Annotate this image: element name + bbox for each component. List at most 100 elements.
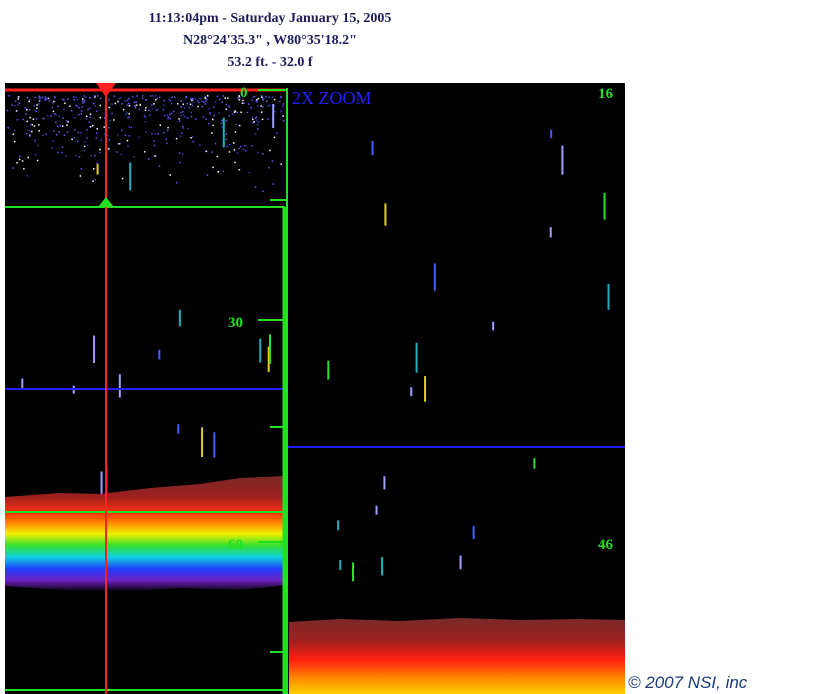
noise-dot: [138, 136, 140, 139]
noise-dot: [51, 147, 53, 149]
noise-dot: [64, 102, 66, 104]
noise-dot: [75, 104, 77, 107]
noise-dot: [57, 105, 59, 108]
noise-dot: [48, 99, 51, 102]
noise-dot: [228, 106, 231, 108]
noise-dot: [55, 114, 57, 116]
noise-dot: [26, 132, 28, 135]
fish-mark: [433, 263, 436, 291]
noise-dot: [29, 116, 31, 119]
noise-dot: [154, 155, 156, 157]
noise-dot: [141, 95, 144, 97]
noise-dot: [143, 114, 146, 117]
noise-dot: [121, 103, 123, 105]
noise-dot: [130, 126, 133, 129]
noise-dot: [74, 155, 77, 157]
noise-dot: [248, 171, 251, 174]
noise-dot: [268, 166, 270, 169]
fish-mark: [259, 338, 262, 363]
noise-dot: [38, 124, 40, 126]
noise-dot: [106, 134, 109, 137]
noise-dot: [233, 149, 236, 151]
noise-dot: [149, 114, 151, 116]
noise-dot: [257, 97, 260, 100]
noise-dot: [73, 96, 75, 98]
noise-dot: [262, 153, 264, 155]
noise-dot: [113, 119, 115, 121]
noise-dot: [126, 139, 129, 142]
noise-dot: [279, 96, 282, 98]
noise-dot: [176, 103, 179, 105]
noise-dot: [126, 99, 129, 102]
fish-mark: [381, 557, 384, 576]
noise-dot: [184, 116, 186, 118]
noise-dot: [180, 111, 182, 114]
noise-dot: [157, 132, 159, 135]
noise-dot: [206, 174, 209, 176]
noise-dot: [74, 117, 76, 119]
noise-dot: [52, 110, 55, 113]
noise-dot: [149, 95, 152, 97]
noise-dot: [217, 171, 219, 173]
noise-dot: [65, 155, 67, 158]
noise-dot: [128, 126, 130, 128]
fish-mark: [533, 458, 536, 469]
noise-dot: [233, 111, 236, 113]
noise-dot: [260, 111, 263, 113]
noise-dot: [103, 133, 106, 135]
noise-dot: [180, 132, 183, 134]
fish-mark: [177, 424, 180, 434]
noise-dot: [267, 118, 269, 120]
noise-dot: [12, 133, 15, 136]
fish-mark: [415, 342, 418, 373]
noise-dot: [248, 103, 250, 105]
noise-dot: [182, 114, 185, 116]
noise-dot: [256, 99, 258, 101]
noise-dot: [83, 100, 85, 103]
noise-dot: [264, 95, 267, 98]
noise-dot: [218, 112, 220, 114]
noise-dot: [33, 105, 35, 107]
noise-dot: [81, 98, 84, 100]
noise-dot: [55, 121, 57, 124]
noise-dot: [55, 134, 58, 136]
noise-dot: [175, 181, 178, 184]
noise-dot: [190, 97, 192, 100]
fish-mark: [607, 283, 610, 310]
noise-dot: [267, 105, 270, 107]
noise-dot: [250, 107, 252, 109]
noise-dot: [269, 104, 271, 107]
noise-dot: [76, 98, 78, 101]
noise-dot: [33, 125, 36, 127]
noise-dot: [80, 131, 82, 134]
noise-dot: [190, 111, 192, 114]
noise-dot: [81, 106, 83, 108]
noise-dot: [99, 151, 101, 154]
noise-dot: [252, 121, 254, 124]
noise-dot: [85, 115, 88, 118]
noise-dot: [163, 104, 165, 106]
noise-dot: [179, 161, 181, 164]
noise-dot: [89, 116, 91, 118]
noise-dot: [52, 101, 54, 104]
noise-dot: [187, 127, 189, 130]
noise-dot: [21, 160, 24, 162]
noise-dot: [114, 102, 117, 105]
noise-dot: [77, 131, 80, 134]
zoom-label: 2X ZOOM: [292, 88, 372, 108]
noise-dot: [148, 109, 150, 112]
fish-mark: [93, 335, 96, 364]
noise-dot: [190, 115, 193, 118]
noise-dot: [168, 98, 170, 101]
noise-dot: [128, 113, 131, 115]
noise-dot: [14, 104, 16, 107]
noise-dot: [186, 117, 189, 119]
noise-dot: [99, 104, 102, 107]
noise-dot: [111, 103, 113, 105]
noise-dot: [39, 100, 41, 103]
noise-dot: [224, 97, 226, 99]
noise-dot: [128, 97, 130, 100]
noise-dot: [122, 108, 125, 111]
noise-dot: [167, 126, 169, 129]
